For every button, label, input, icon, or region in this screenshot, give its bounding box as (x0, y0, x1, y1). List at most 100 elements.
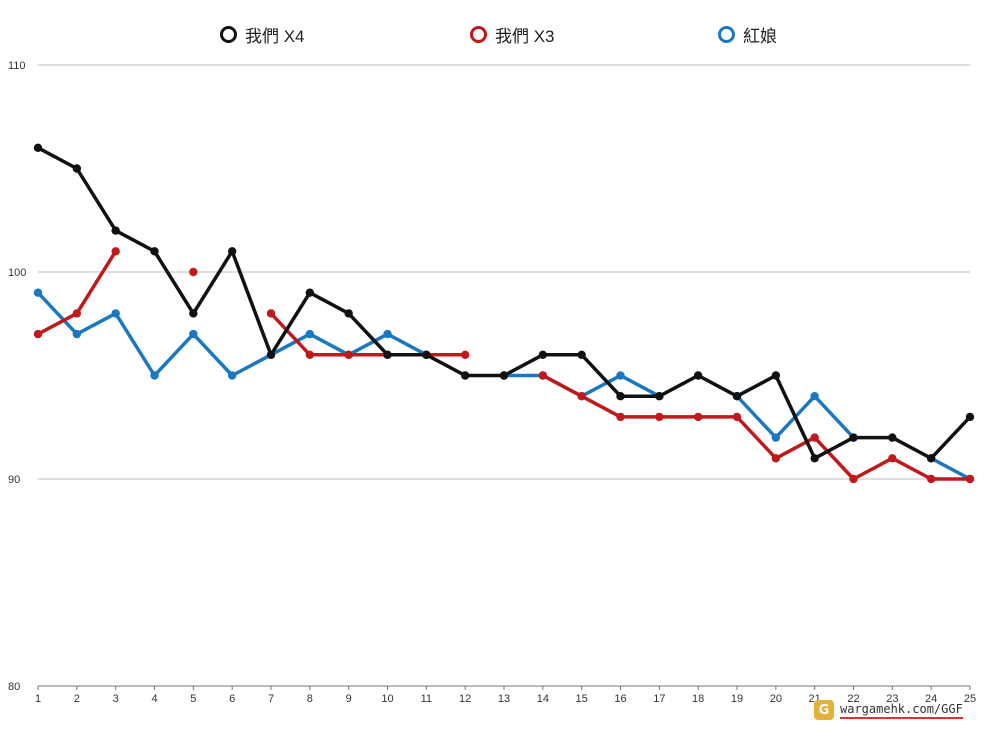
x-tick-label: 18 (692, 693, 704, 705)
x-tick-label: 7 (268, 693, 274, 705)
y-tick-label: 110 (8, 60, 26, 72)
data-point (383, 329, 392, 339)
x-tick-label: 5 (190, 693, 196, 705)
data-point (616, 412, 625, 422)
legend-swatch-icon (470, 26, 487, 43)
x-tick-label: 19 (731, 693, 743, 705)
data-point (189, 309, 198, 318)
data-point (33, 143, 43, 152)
data-point (926, 474, 936, 484)
data-point (305, 350, 315, 359)
data-point (33, 288, 43, 297)
data-point (383, 350, 392, 359)
data-point (111, 309, 120, 318)
data-point (189, 329, 198, 339)
x-tick-label: 24 (925, 693, 937, 705)
data-point (189, 267, 198, 277)
data-point (965, 474, 975, 484)
x-tick-labels: 1 2 3 4 5 6 7 8 9 10 11 12 13 14 15 16 17 18 19 20 21 22 23 24 2… (35, 686, 976, 705)
data-point (577, 392, 586, 401)
data-point (693, 371, 703, 380)
x-tick-label: 10 (381, 693, 393, 705)
legend-swatch-icon (220, 26, 237, 43)
x-tick-label: 1 (35, 693, 41, 705)
data-point (810, 454, 819, 463)
data-point (538, 371, 548, 380)
x-tick-label: 13 (498, 693, 510, 705)
data-point (693, 412, 703, 422)
watermark: G wargamehk.com/GGF (814, 700, 963, 720)
data-point (616, 392, 625, 401)
data-point (732, 392, 742, 401)
data-point (305, 288, 315, 297)
data-point (344, 309, 353, 318)
legend-label: 紅娘 (743, 27, 777, 46)
y-tick-labels: 80 90 100 110 (8, 60, 26, 693)
legend-label: 我們 X4 (245, 27, 305, 46)
series-2 (33, 288, 975, 484)
data-point (888, 454, 897, 463)
x-tick-label: 4 (151, 693, 157, 705)
data-point (655, 392, 664, 401)
x-tick-label: 9 (346, 693, 352, 705)
x-tick-label: 15 (576, 693, 588, 705)
data-point (888, 433, 897, 442)
x-tick-label: 17 (653, 693, 665, 705)
data-point (577, 350, 586, 359)
x-tick-label: 14 (537, 693, 549, 705)
data-point (655, 412, 664, 422)
data-point (460, 350, 470, 359)
data-point (810, 392, 819, 401)
data-point (460, 371, 470, 380)
x-tick-label: 25 (964, 693, 976, 705)
legend-swatch-icon (718, 26, 735, 43)
data-point (771, 433, 781, 442)
legend-item: 紅娘 (718, 22, 777, 47)
data-point (422, 350, 431, 359)
data-point (72, 164, 82, 173)
data-point (305, 329, 315, 339)
x-tick-label: 3 (113, 693, 119, 705)
data-point (111, 247, 120, 256)
data-point (72, 309, 82, 318)
x-tick-label: 2 (74, 693, 80, 705)
data-point (227, 247, 237, 256)
x-tick-label: 12 (459, 693, 471, 705)
data-point (344, 350, 353, 359)
data-point (266, 350, 276, 359)
data-point (150, 247, 159, 256)
data-point (266, 309, 276, 318)
x-tick-label: 6 (229, 693, 235, 705)
x-tick-label: 23 (886, 693, 898, 705)
x-tick-label: 20 (770, 693, 782, 705)
watermark-text: wargamehk.com/GGF (840, 702, 963, 719)
data-point (771, 371, 781, 380)
y-tick-label: 80 (8, 681, 20, 693)
data-point (538, 350, 548, 359)
data-point (499, 371, 509, 380)
data-point (810, 433, 819, 442)
data-point (33, 329, 43, 339)
data-point (150, 371, 159, 380)
x-tick-label: 16 (614, 693, 626, 705)
y-tick-label: 100 (8, 267, 26, 279)
x-tick-label: 8 (307, 693, 313, 705)
series-lines (33, 143, 975, 484)
data-point (771, 454, 781, 463)
series-0 (33, 143, 975, 463)
legend-item: 我們 X4 (220, 22, 305, 47)
data-point (72, 329, 82, 339)
data-point (616, 371, 625, 380)
data-point (732, 412, 742, 422)
data-point (965, 412, 975, 422)
legend-item: 我們 X3 (470, 22, 555, 47)
data-point (926, 454, 936, 463)
legend-label: 我們 X3 (495, 27, 555, 46)
data-point (111, 226, 120, 235)
x-tick-label: 22 (847, 693, 859, 705)
data-point (849, 474, 858, 484)
watermark-logo-icon: G (814, 700, 834, 720)
y-tick-label: 90 (8, 474, 20, 486)
x-tick-label: 11 (421, 693, 432, 705)
